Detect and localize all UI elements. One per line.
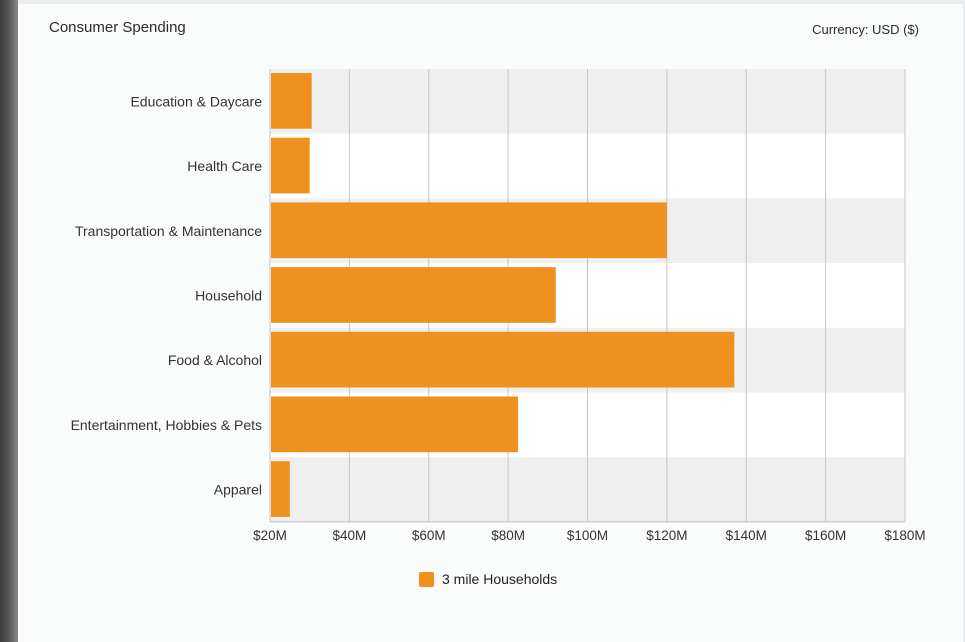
x-tick-label: $100M (567, 528, 608, 543)
bar[interactable] (271, 202, 667, 259)
category-label: Entertainment, Hobbies & Pets (71, 417, 262, 433)
x-tick-label: $80M (491, 528, 525, 543)
x-tick-label: $60M (412, 528, 446, 543)
bar[interactable] (271, 137, 310, 194)
currency-label: Currency: USD ($) (812, 22, 919, 37)
x-tick-label: $20M (253, 528, 287, 543)
legend-swatch (419, 571, 434, 587)
window-edge (0, 0, 18, 642)
category-label: Education & Daycare (130, 93, 262, 109)
bar[interactable] (271, 267, 556, 323)
bar[interactable] (271, 73, 312, 129)
x-tick-label: $120M (646, 528, 687, 543)
category-label: Household (195, 287, 262, 303)
x-tick-label: $180M (884, 528, 925, 543)
category-label: Apparel (214, 482, 262, 498)
legend-label: 3 mile Households (442, 571, 558, 587)
bar[interactable] (271, 396, 519, 453)
x-tick-label: $40M (332, 528, 366, 543)
category-label: Health Care (187, 158, 262, 174)
category-label: Transportation & Maintenance (75, 223, 262, 239)
x-tick-label: $140M (726, 528, 767, 543)
legend[interactable]: 3 mile Households (419, 571, 557, 587)
bar[interactable] (271, 461, 290, 517)
chart-title: Consumer Spending (49, 19, 186, 36)
category-label: Food & Alcohol (168, 352, 262, 368)
bar[interactable] (271, 331, 735, 388)
x-tick-label: $160M (805, 528, 846, 543)
